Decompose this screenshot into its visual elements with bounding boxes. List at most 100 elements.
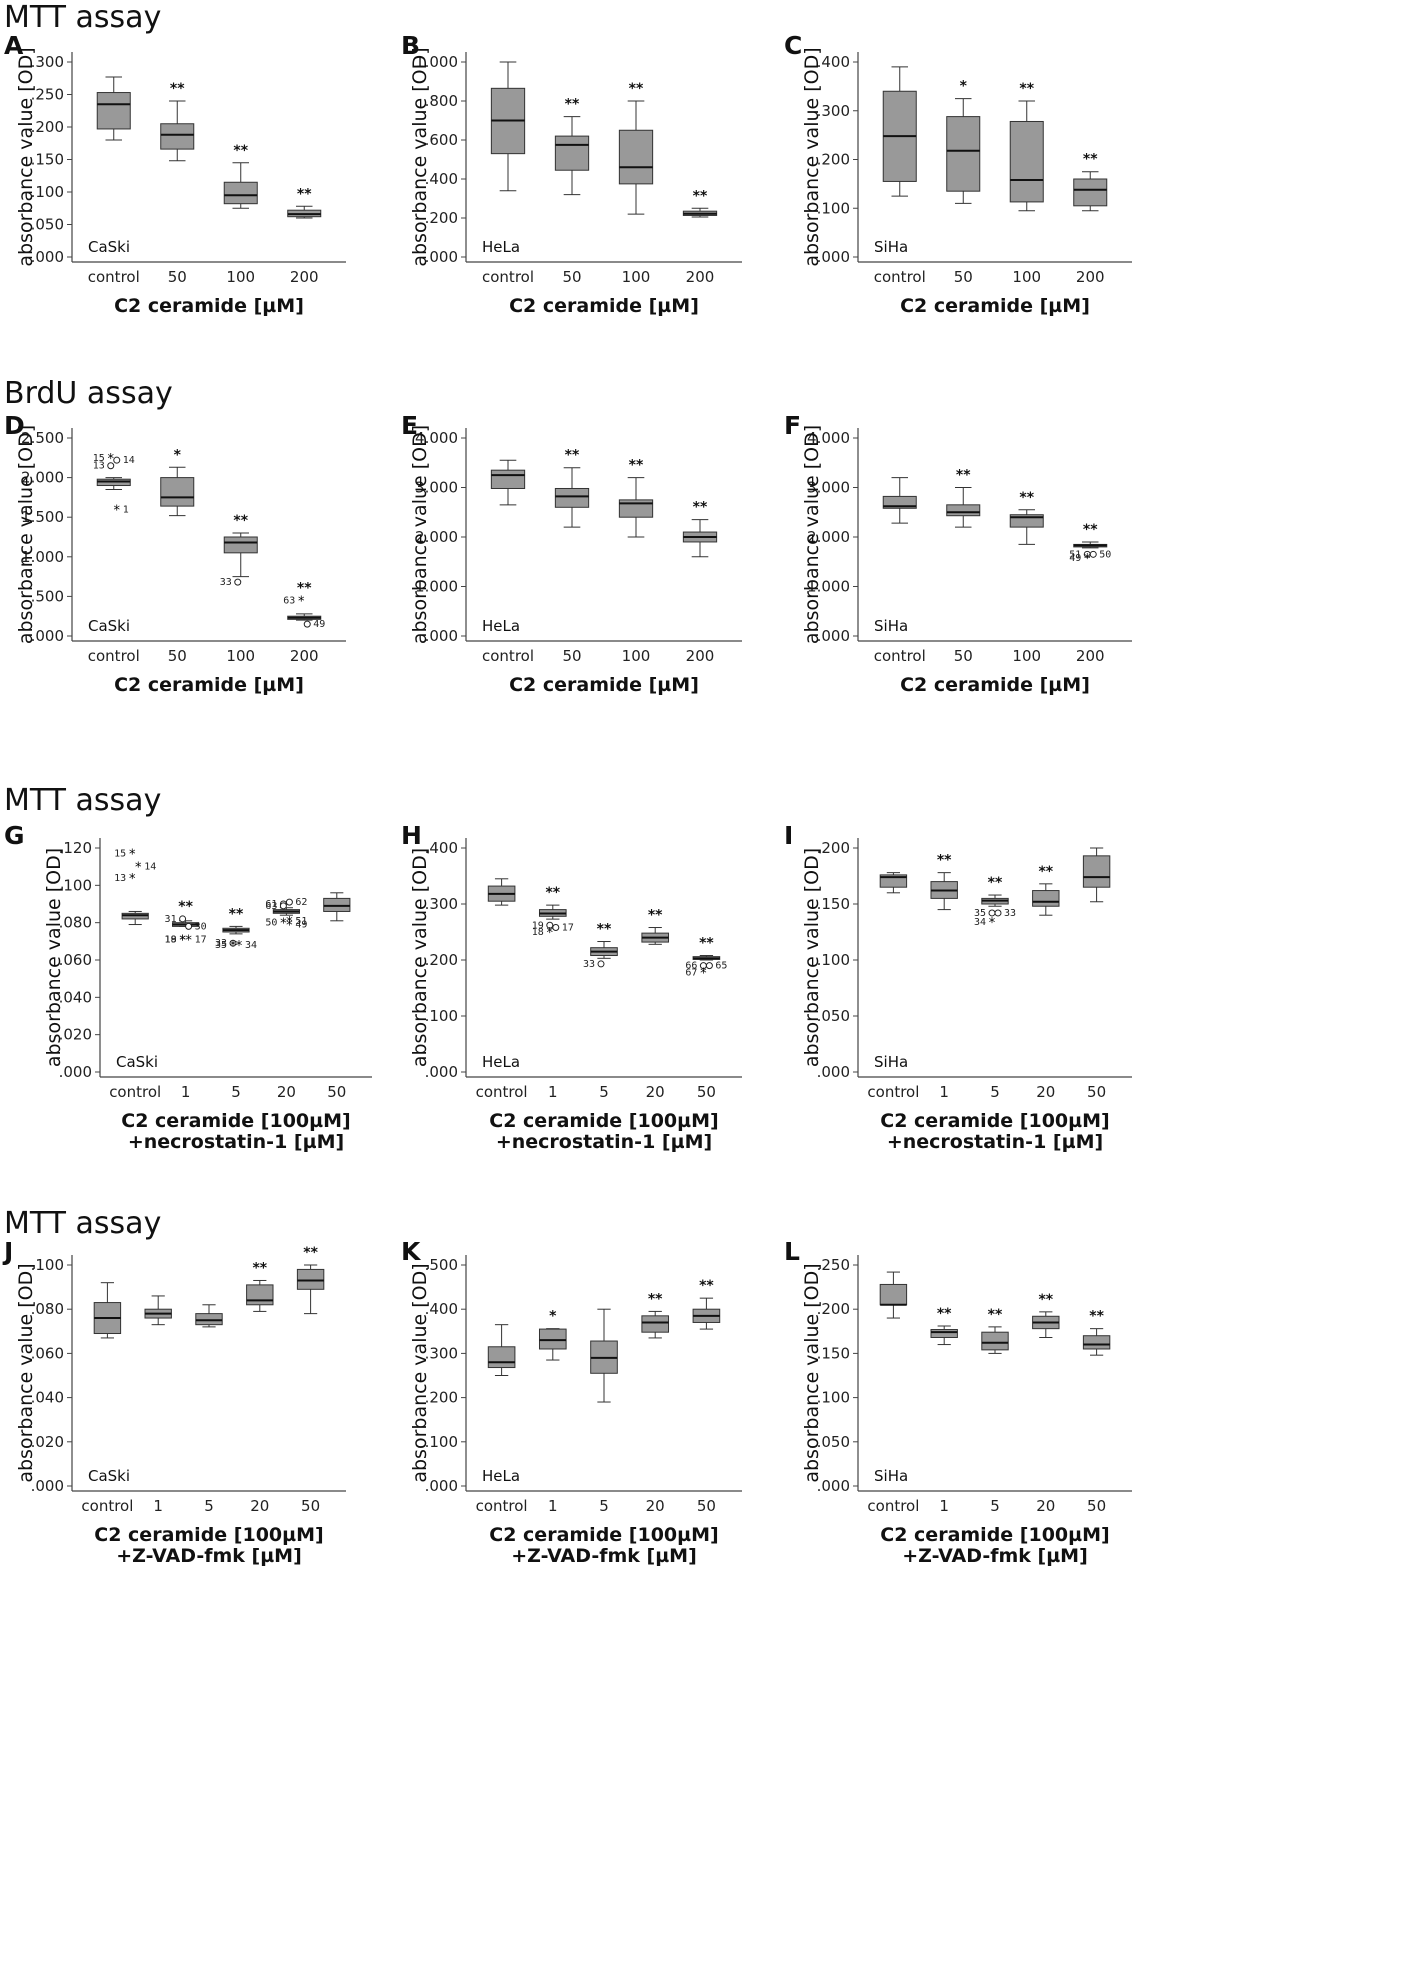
- significance-marker: **: [565, 97, 580, 113]
- x-category-label: 100: [226, 647, 255, 665]
- y-tick-label: .300: [31, 53, 64, 71]
- x-category-label: 200: [1076, 647, 1105, 665]
- box: [490, 469, 526, 489]
- y-tick-label: .100: [817, 951, 850, 969]
- y-tick-label: .300: [425, 895, 458, 913]
- outlier-label: 17: [195, 934, 207, 945]
- cell-line-label: HeLa: [482, 1467, 520, 1485]
- x-axis-label: +Z-VAD-fmk [µM]: [511, 1545, 697, 1567]
- outlier-star: *: [236, 939, 243, 954]
- cell-line-label: CaSki: [116, 1053, 158, 1071]
- x-category-label: 20: [646, 1083, 665, 1101]
- cell-line-label: CaSki: [88, 1467, 130, 1485]
- x-axis-label: C2 ceramide [µM]: [509, 674, 699, 696]
- y-tick-label: .600: [425, 131, 458, 149]
- y-tick-label: .100: [425, 1007, 458, 1025]
- outlier-circle: [185, 922, 193, 930]
- significance-marker: **: [648, 1291, 663, 1307]
- outlier-label: 35: [974, 908, 986, 919]
- y-axis-label: absorbance value [OD]: [409, 848, 431, 1067]
- y-tick-label: .080: [59, 914, 92, 932]
- y-tick-label: .400: [425, 170, 458, 188]
- x-category-label: 50: [301, 1497, 320, 1515]
- outlier-circle: [279, 902, 287, 910]
- x-axis-label: +Z-VAD-fmk [µM]: [902, 1545, 1088, 1567]
- x-axis-label: +necrostatin-1 [µM]: [887, 1131, 1103, 1153]
- box: [554, 135, 590, 171]
- outlier-label: 49: [295, 920, 307, 931]
- cell-line-label: HeLa: [482, 617, 520, 635]
- outlier-circle: [113, 456, 121, 464]
- outlier-star: *: [135, 861, 142, 876]
- outlier-label: 33: [215, 938, 227, 949]
- cell-line-label: SiHa: [874, 1467, 908, 1485]
- outlier-circle: [229, 939, 237, 947]
- y-tick-label: .150: [31, 151, 64, 169]
- box: [487, 1346, 516, 1369]
- y-tick-label: .100: [817, 1389, 850, 1407]
- x-category-label: 1: [939, 1497, 949, 1515]
- outlier-label: 18: [165, 934, 177, 945]
- x-axis-label: C2 ceramide [100µM]: [880, 1524, 1109, 1546]
- y-tick-label: 2.000: [807, 528, 850, 546]
- x-category-label: 50: [562, 268, 581, 286]
- panel-letter-g: G: [4, 821, 25, 850]
- x-category-label: 50: [562, 647, 581, 665]
- y-tick-label: .020: [31, 1433, 64, 1451]
- outlier-circle: [546, 921, 554, 929]
- outlier-label: 34: [245, 940, 257, 951]
- box: [981, 1331, 1009, 1351]
- y-tick-label: .000: [31, 248, 64, 266]
- panel-letter-e: E: [401, 411, 418, 440]
- significance-marker: **: [699, 936, 714, 952]
- y-axis-label: absorbance value [OD]: [801, 848, 823, 1067]
- outlier-circle: [705, 962, 713, 970]
- box: [96, 92, 131, 130]
- x-category-label: 50: [697, 1497, 716, 1515]
- x-category-label: 50: [1087, 1083, 1106, 1101]
- y-tick-label: .200: [31, 118, 64, 136]
- outlier-label: 14: [144, 862, 156, 873]
- y-tick-label: .200: [425, 209, 458, 227]
- significance-marker: **: [988, 1307, 1003, 1323]
- outlier-star: *: [108, 452, 115, 467]
- y-tick-label: 1.000: [807, 578, 850, 596]
- x-axis-label: C2 ceramide [100µM]: [489, 1110, 718, 1132]
- outlier-circle: [597, 960, 605, 968]
- chart-panel-g: G .000 .020 .040 .060 .080 .100 .120absorbance …: [4, 821, 372, 1153]
- panel-letter-f: F: [784, 411, 801, 440]
- significance-marker: **: [297, 186, 312, 202]
- x-category-label: control: [476, 1497, 528, 1515]
- x-axis-label: C2 ceramide [µM]: [900, 674, 1090, 696]
- y-tick-label: .250: [31, 86, 64, 104]
- y-tick-label: .040: [59, 988, 92, 1006]
- y-tick-label: .060: [59, 951, 92, 969]
- outlier-star: *: [286, 919, 293, 934]
- box: [641, 1315, 670, 1333]
- x-category-label: 20: [1036, 1497, 1055, 1515]
- outlier-label: 50: [1099, 549, 1111, 560]
- cell-line-label: CaSki: [88, 238, 130, 256]
- box: [160, 123, 195, 150]
- y-tick-label: 4.000: [807, 429, 850, 447]
- x-axis-label: C2 ceramide [µM]: [114, 674, 304, 696]
- significance-marker: **: [597, 922, 612, 938]
- y-tick-label: .040: [31, 1389, 64, 1407]
- x-category-label: 50: [168, 268, 187, 286]
- y-tick-label: 1.000: [21, 548, 64, 566]
- outlier-circle: [994, 909, 1002, 917]
- x-category-label: 5: [599, 1497, 609, 1515]
- box: [554, 487, 590, 508]
- chart-panel-a: A .000 .050 .100 .150 .200 .250 .300absorbance …: [4, 31, 346, 317]
- x-category-label: 20: [250, 1497, 269, 1515]
- outlier-label: 13: [114, 873, 126, 884]
- y-tick-label: .200: [817, 151, 850, 169]
